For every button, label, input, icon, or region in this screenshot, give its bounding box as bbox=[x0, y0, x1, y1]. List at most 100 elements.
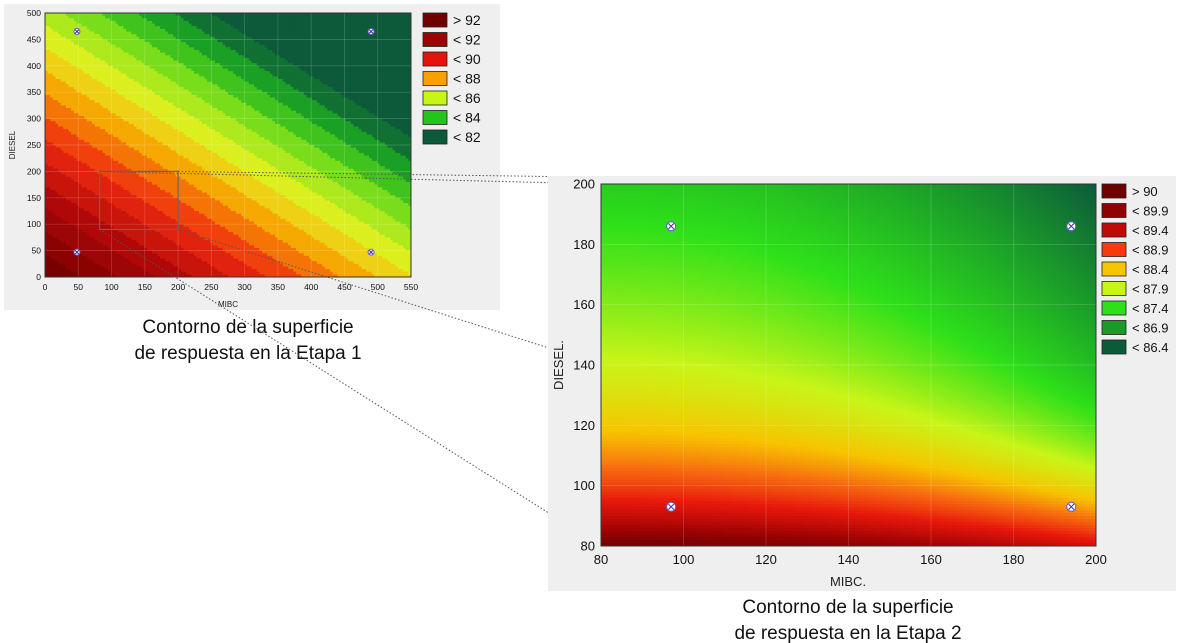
contour-cell bbox=[89, 73, 93, 77]
contour-cell bbox=[97, 176, 101, 180]
contour-cell bbox=[149, 81, 153, 85]
contour-cell bbox=[65, 123, 70, 128]
contour-cell bbox=[112, 195, 117, 199]
contour-cell bbox=[84, 68, 88, 72]
contour-cell bbox=[133, 84, 138, 88]
contour-cell bbox=[89, 123, 93, 128]
contour-cell bbox=[123, 79, 127, 83]
contour-cell bbox=[71, 174, 75, 178]
contour-cell bbox=[60, 184, 64, 188]
contour-cell bbox=[68, 255, 72, 260]
contour-cell bbox=[112, 174, 117, 178]
contour-cell bbox=[110, 189, 114, 194]
contour-cell bbox=[99, 105, 104, 109]
contour-cell bbox=[120, 195, 125, 199]
contour-cell bbox=[71, 115, 75, 120]
contour-cell bbox=[170, 205, 174, 209]
contour-cell bbox=[84, 89, 88, 93]
contour-cell bbox=[86, 168, 91, 172]
contour-cell bbox=[165, 115, 169, 120]
contour-cell bbox=[154, 129, 159, 133]
contour-cell bbox=[102, 271, 106, 275]
contour-cell bbox=[162, 36, 166, 40]
contour-cell bbox=[131, 118, 135, 122]
contour-cell bbox=[102, 63, 106, 67]
contour-cell bbox=[52, 174, 57, 178]
contour-cell bbox=[50, 49, 54, 54]
contour-cell bbox=[139, 221, 143, 225]
contour-cell bbox=[97, 28, 101, 33]
contour-cell bbox=[144, 189, 148, 194]
contour-cell bbox=[94, 166, 98, 170]
contour-cell bbox=[97, 79, 101, 83]
contour-cell bbox=[94, 205, 98, 209]
contour-cell bbox=[110, 205, 114, 209]
contour-cell bbox=[55, 242, 59, 246]
contour-cell bbox=[76, 266, 80, 270]
contour-cell bbox=[73, 160, 77, 165]
contour-cell bbox=[45, 57, 49, 62]
contour-cell bbox=[45, 269, 49, 273]
contour-cell bbox=[128, 26, 132, 30]
contour-cell bbox=[107, 100, 111, 104]
contour-cell bbox=[68, 113, 72, 117]
contour-cell bbox=[45, 234, 49, 238]
contour-cell bbox=[105, 253, 109, 257]
contour-cell bbox=[58, 205, 62, 209]
contour-cell bbox=[102, 89, 106, 93]
contour-cell bbox=[160, 247, 164, 252]
contour-cell bbox=[99, 229, 104, 233]
contour-cell bbox=[152, 229, 156, 233]
contour-cell bbox=[173, 205, 177, 209]
contour-cell bbox=[94, 192, 98, 196]
contour-cell bbox=[58, 34, 62, 38]
contour-cell bbox=[97, 155, 101, 159]
contour-cell bbox=[126, 15, 130, 19]
contour-cell bbox=[97, 226, 101, 231]
contour-cell bbox=[73, 84, 77, 88]
contour-cell bbox=[84, 166, 88, 170]
contour-cell bbox=[68, 34, 72, 38]
contour-cell bbox=[89, 195, 93, 199]
contour-cell bbox=[123, 134, 127, 138]
contour-cell bbox=[58, 253, 62, 257]
contour-cell bbox=[141, 247, 145, 252]
contour-cell bbox=[45, 253, 49, 257]
contour-cell bbox=[165, 192, 169, 196]
contour-cell bbox=[115, 52, 119, 56]
contour-cell bbox=[152, 68, 156, 72]
contour-cell bbox=[60, 18, 64, 22]
contour-cell bbox=[162, 232, 166, 236]
contour-cell bbox=[165, 216, 169, 220]
contour-cell bbox=[76, 94, 80, 99]
contour-cell bbox=[160, 216, 164, 220]
contour-cell bbox=[107, 187, 111, 191]
contour-cell bbox=[71, 158, 75, 162]
contour-cell bbox=[78, 234, 83, 238]
contour-cell bbox=[73, 36, 77, 40]
contour-cell bbox=[118, 102, 122, 106]
contour-cell bbox=[89, 247, 93, 252]
contour-cell bbox=[52, 266, 57, 270]
contour-cell bbox=[120, 229, 125, 233]
contour-cell bbox=[107, 115, 111, 120]
contour-cell bbox=[112, 168, 117, 172]
contour-cell bbox=[167, 52, 172, 56]
contour-cell bbox=[50, 36, 54, 40]
contour-cell bbox=[60, 205, 64, 209]
contour-cell bbox=[157, 108, 161, 112]
contour-cell bbox=[94, 86, 98, 91]
contour-cell bbox=[99, 110, 104, 114]
contour-cell bbox=[97, 163, 101, 167]
contour-cell bbox=[112, 115, 117, 120]
contour-cell bbox=[146, 97, 151, 101]
contour-cell bbox=[52, 203, 57, 207]
contour-cell bbox=[141, 79, 145, 83]
contour-cell bbox=[162, 147, 166, 151]
contour-cell bbox=[68, 76, 72, 80]
contour-cell bbox=[99, 63, 104, 67]
contour-cell bbox=[86, 245, 91, 249]
contour-cell bbox=[133, 110, 138, 114]
contour-cell bbox=[136, 274, 140, 277]
contour-cell bbox=[128, 258, 132, 262]
